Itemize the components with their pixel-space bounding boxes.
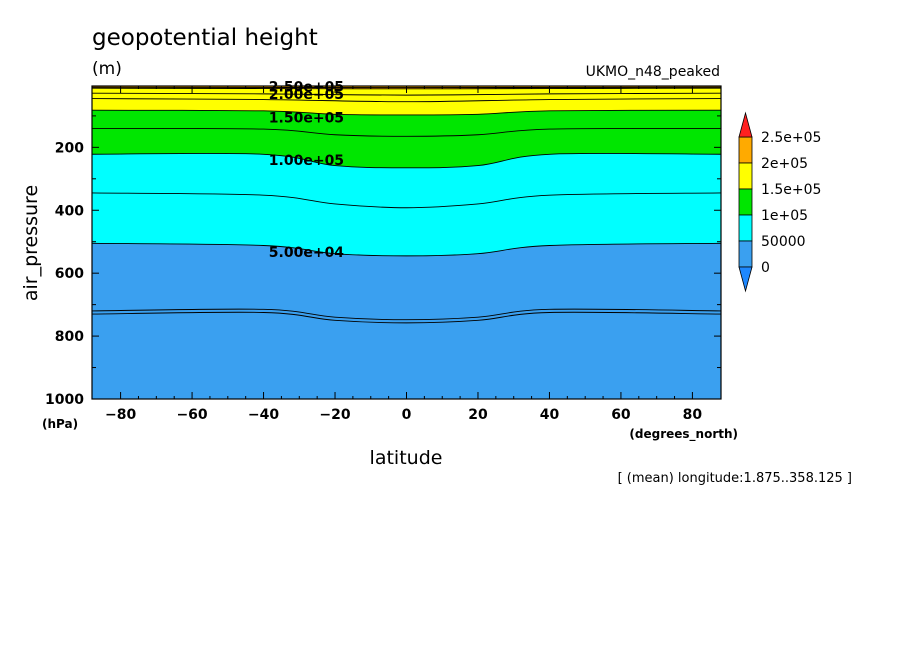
colorbar-box — [738, 162, 753, 190]
filled-bands — [92, 86, 721, 256]
x-tick-label: 60 — [611, 407, 631, 423]
colorbar-label: 1.5e+05 — [761, 182, 821, 198]
y-axis-unit: (hPa) — [42, 417, 78, 431]
colorbar-label: 50000 — [761, 234, 806, 250]
dataset-label: UKMO_n48_peaked — [586, 64, 720, 80]
longitude-annotation: [ (mean) longitude:1.875..358.125 ] — [618, 471, 852, 486]
contour-label: 2.00e+05 — [269, 87, 344, 103]
y-tick-label: 800 — [55, 329, 84, 345]
colorbar: 0 50000 1e+05 1.5e+05 2e+05 2.5e+05 — [738, 111, 821, 293]
y-axis-label: air_pressure — [20, 185, 42, 301]
contour-line-150000 — [92, 109, 721, 116]
contour-line-180000 — [92, 92, 721, 96]
contour-label: 2.50e+05 — [269, 79, 344, 95]
y-tick-label: 400 — [55, 203, 84, 219]
chart-units: (m) — [92, 59, 122, 79]
colorbar-min-triangle — [738, 266, 753, 293]
y-axis-ticks: 200 400 600 800 1000 — [45, 115, 721, 408]
x-axis-ticks: −80 −60 −40 −20 0 20 40 60 80 — [105, 86, 702, 423]
x-tick-label: −20 — [319, 407, 350, 423]
x-axis-unit: (degrees_north) — [629, 427, 738, 442]
contour-line-170000 — [92, 98, 721, 103]
x-tick-label: 40 — [540, 407, 560, 423]
colorbar-label: 1e+05 — [761, 208, 808, 224]
colorbar-label: 0 — [761, 260, 770, 276]
contour-line-50000 — [92, 242, 721, 257]
x-tick-label: −80 — [105, 407, 136, 423]
x-tick-label: −60 — [176, 407, 207, 423]
colorbar-box — [738, 188, 753, 216]
colorbar-box — [738, 214, 753, 242]
x-tick-label: 80 — [683, 407, 703, 423]
y-tick-label: 600 — [55, 266, 84, 282]
y-tick-label: 200 — [55, 140, 84, 156]
band-150000 — [92, 86, 721, 115]
x-tick-label: 20 — [468, 407, 488, 423]
contour-labels: 2.50e+052.00e+05 1.50e+05 1.00e+05 5.00e+04 — [269, 79, 345, 260]
contour-line-75000 — [92, 192, 721, 209]
x-tick-label: 0 — [402, 407, 412, 423]
colorbar-box — [738, 136, 753, 164]
contour-label: 1.00e+05 — [269, 153, 344, 169]
chart-title: geopotential height — [92, 25, 318, 51]
contour-line-19000 — [92, 311, 721, 324]
contour-label: 1.50e+05 — [269, 110, 344, 126]
y-tick-label: 1000 — [45, 392, 84, 408]
colorbar-max-triangle — [738, 111, 753, 138]
x-axis-label: latitude — [370, 447, 443, 469]
contour-line-130000 — [92, 127, 721, 137]
x-tick-label: −40 — [248, 407, 279, 423]
colorbar-label: 2.5e+05 — [761, 130, 821, 146]
colorbar-box — [738, 240, 753, 268]
colorbar-label: 2e+05 — [761, 156, 808, 172]
contour-line-20000 — [92, 308, 721, 321]
contour-line-100000 — [92, 152, 721, 169]
contour-label: 5.00e+04 — [269, 245, 345, 261]
